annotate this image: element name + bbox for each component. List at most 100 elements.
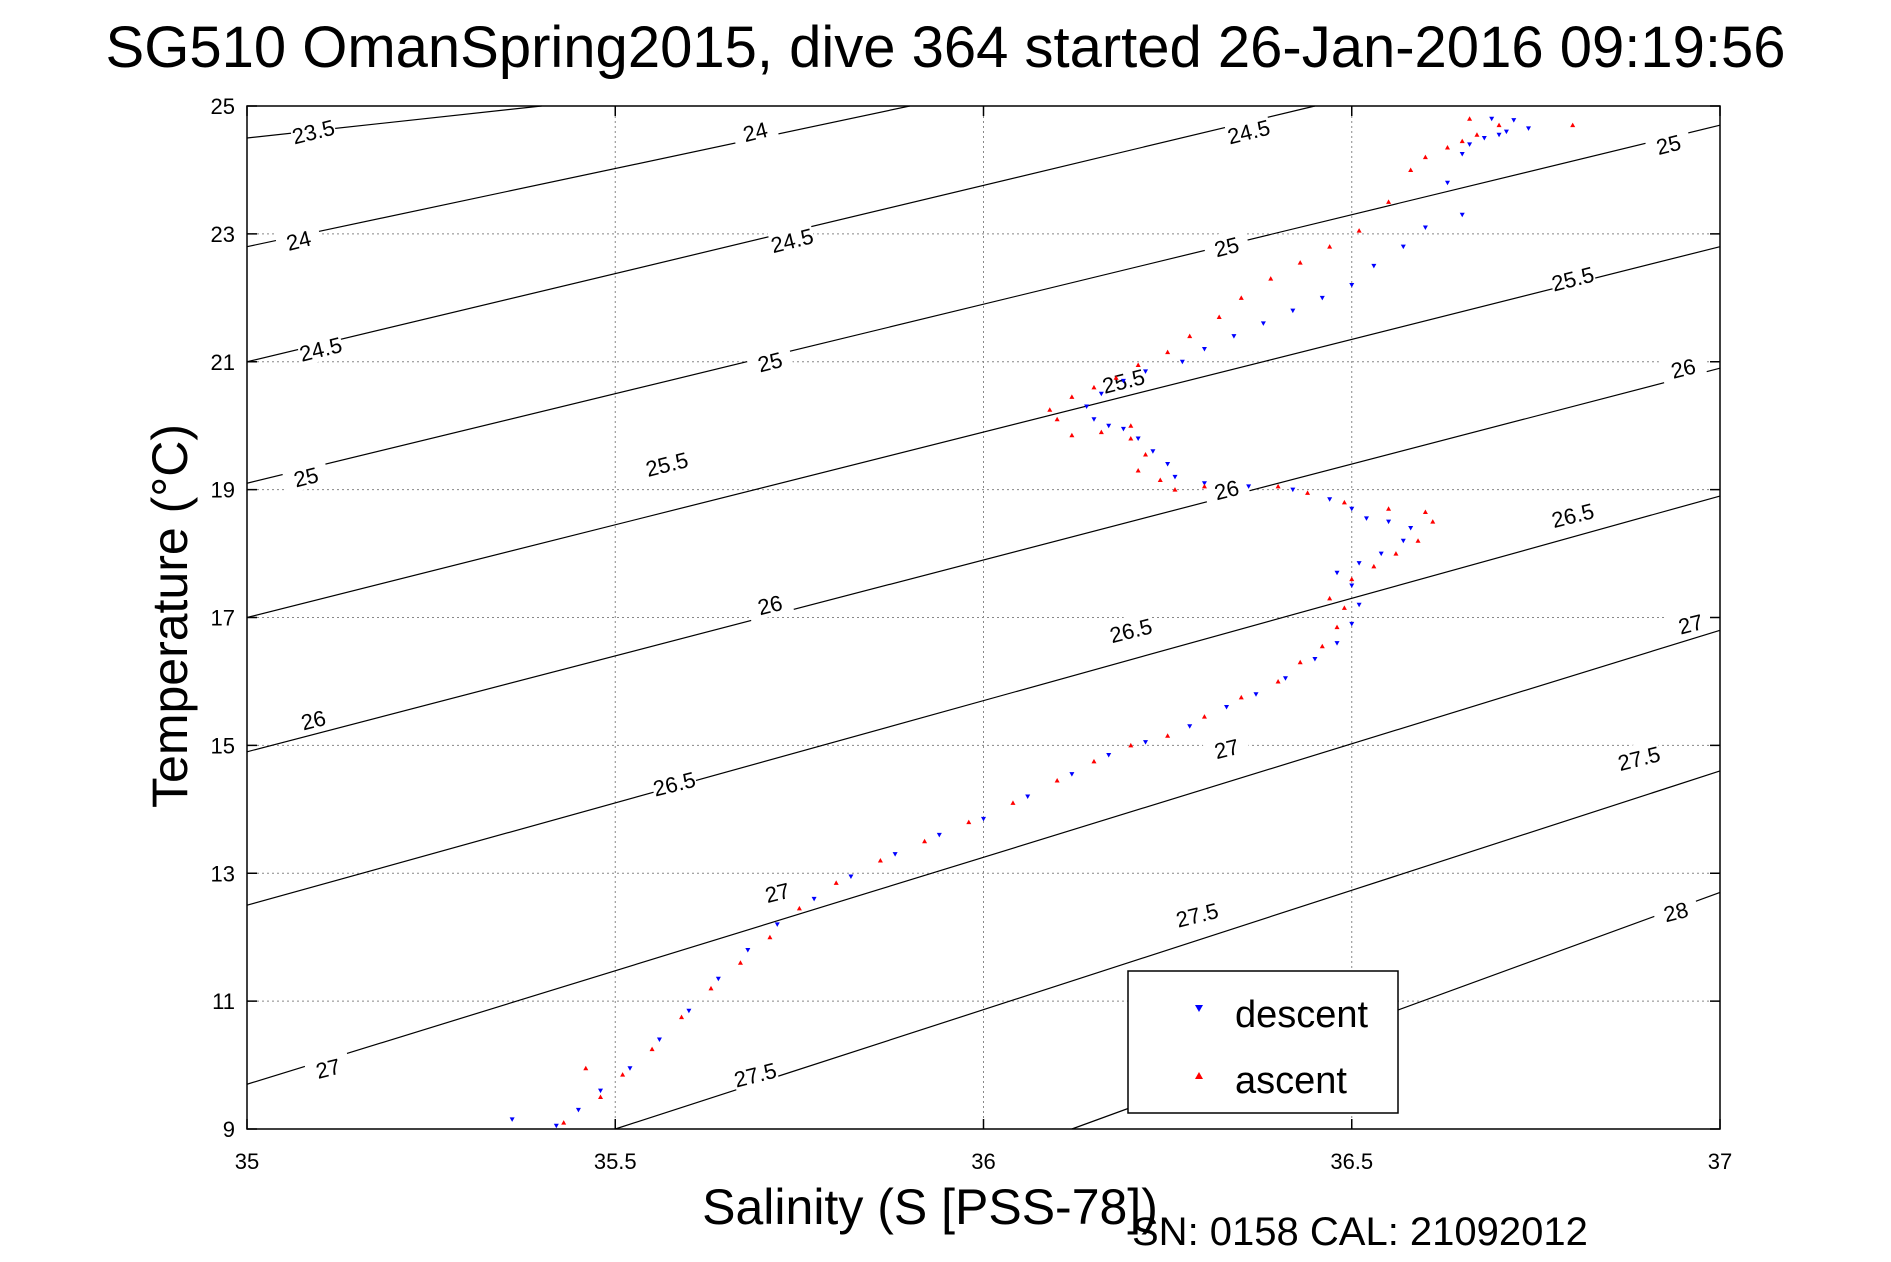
isopycnal-label: 27.5 [1615,741,1663,776]
descent-point [1349,621,1355,627]
isopycnal-label: 27 [762,878,792,908]
ascent-point [922,838,928,844]
y-tick-label: 15 [211,733,235,758]
ascent-point [1238,694,1244,700]
ascent-point [1113,375,1119,380]
ascent-point [1165,349,1171,355]
isopycnal-label-bg [1643,125,1693,162]
ascent-point [1238,295,1244,300]
chart-title: SG510 OmanSpring2015, dive 364 started 2… [105,15,1786,80]
x-tick-label: 36 [971,1149,995,1174]
descent-point [1282,676,1288,681]
isopycnal-line [246,246,1721,619]
legend-ascent-label: ascent [1235,1060,1347,1102]
ascent-point [1327,595,1333,601]
isopycnal-label: 24 [740,117,770,147]
ascent-point [796,905,802,911]
y-tick-label: 11 [212,989,235,1014]
isopycnal-label: 25 [755,347,785,377]
descent-point [1135,436,1141,441]
descent-point [1349,583,1355,589]
isopycnal-label: 26.5 [650,767,698,802]
isopycnal-line [246,105,910,248]
ascent-point [561,1120,567,1125]
ascent-point [1268,276,1274,281]
descent-point [1290,487,1296,493]
ascent-point [1275,483,1281,489]
descent-point [1098,391,1104,397]
isopycnal-label: 27.5 [1173,898,1221,933]
ascent-point [1393,551,1399,556]
ascent-point [620,1072,626,1077]
ascent-point [767,934,773,940]
ascent-point [1327,244,1333,249]
ascent-point [1319,643,1325,649]
isopycnal-label-bg [288,112,338,149]
isopycnal-line [246,495,1721,906]
instrument-calibration-footer: SN: 0158 CAL: 21092012 [1132,1210,1588,1254]
ascent-point [966,819,972,825]
isopycnal-label: 24.5 [768,223,816,258]
y-tick-label: 21 [211,350,235,375]
isopycnal-label-bg [1547,259,1597,296]
descent-point [1511,118,1517,123]
isopycnal-label: 25.5 [1549,262,1597,297]
descent-point [1143,740,1149,745]
isopycnal-line [246,367,1721,753]
x-axis-label: Salinity (S [PSS-78]) [702,1179,1158,1235]
ascent-point [1444,145,1450,150]
isopycnal-labels: 23.5242424.524.524.52525252525.525.525.5… [273,112,1715,1092]
isopycnal-label: 27 [1212,734,1242,764]
isopycnal-line [246,629,1721,1085]
isopycnal-label: 25 [1212,232,1242,262]
descent-point [1260,321,1266,326]
descent-point [715,976,721,982]
isopycnal-label: 25 [291,462,321,492]
descent-point [1106,423,1112,429]
y-tick-label: 13 [211,861,235,886]
isopycnal-label-bg [730,1055,780,1092]
descent-point [1400,244,1406,250]
x-tick-label: 35.5 [594,1149,637,1174]
isopycnal-label-bg [281,457,331,494]
y-tick-label: 17 [211,606,235,631]
axis-ticks: 35 35.5 36 36.5 37 9 11 13 15 17 19 21 23 25 [211,94,1733,1174]
ascent-point [1091,758,1097,764]
isopycnal-label-bg [1614,739,1664,776]
descent-point [1084,404,1090,410]
isopycnal-label-bg [1651,892,1701,929]
descent-point [1231,334,1237,339]
ascent-point [583,1065,589,1071]
isopycnal-lines [246,105,1721,1130]
isopycnal-label: 27 [1676,609,1706,639]
isopycnal-label-bg [303,1049,353,1086]
isopycnal-label: 27 [313,1054,343,1084]
ascent-point [877,857,883,863]
ascent-point [1467,116,1473,121]
isopycnal-label: 24.5 [1225,115,1273,150]
isopycnal-label-bg [1106,611,1156,648]
isopycnal-label: 26.5 [1549,498,1597,533]
ascent-point [1341,499,1347,505]
ascent-point [1010,800,1016,805]
descent-point [1246,484,1252,489]
descent-point [1120,378,1126,384]
descent-point [686,1008,692,1014]
descent-point [1363,516,1369,521]
ascent-point [1349,576,1355,582]
descent-point [1481,135,1487,141]
legend-descent-label: descent [1235,994,1369,1036]
descent-point [1371,263,1377,269]
ascent-point [1143,451,1149,457]
descent-point [1378,551,1384,557]
ascent-point [1356,228,1362,233]
descent-point [1334,570,1340,576]
ascent-point [1069,394,1075,399]
descent-point [1327,497,1333,502]
ascent-point [1386,199,1392,204]
ascent-point [1341,605,1347,610]
ascent-point [1172,487,1178,492]
isopycnal-label: 23.5 [290,115,338,150]
isopycnal-label: 25 [1654,130,1684,160]
ascent-point [1422,509,1428,515]
